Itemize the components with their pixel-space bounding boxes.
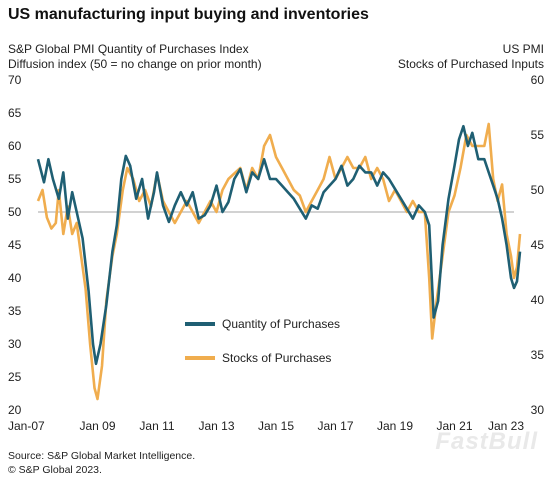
y-right-tick-label: 60 (531, 73, 545, 87)
y-left-tick-label: 45 (8, 238, 22, 252)
source-note: Source: S&P Global Market Intelligence. (8, 450, 196, 462)
y-right-tick-label: 55 (531, 128, 545, 142)
x-tick-label: Jan 23 (488, 419, 524, 433)
series-line-quantity-of-purchases (36, 124, 522, 366)
x-tick-label: Jan 15 (258, 419, 294, 433)
y-left-tick-label: 65 (8, 106, 22, 120)
y-left-tick-label: 40 (8, 271, 22, 285)
left-axis-subtitle: Diffusion index (50 = no change on prior… (8, 57, 262, 71)
right-axis-subtitle: Stocks of Purchased Inputs (397, 57, 544, 71)
x-tick-label: Jan 09 (79, 419, 115, 433)
x-tick-label: Jan 13 (198, 419, 234, 433)
y-left-tick-label: 60 (8, 139, 22, 153)
y-right-tick-label: 35 (531, 348, 545, 362)
series-layer (36, 122, 522, 401)
x-tick-label: Jan-07 (8, 419, 45, 433)
x-tick-label: Jan 17 (317, 419, 353, 433)
y-right-tick-label: 40 (531, 293, 545, 307)
y-right-tick-label: 45 (531, 238, 545, 252)
y-left-tick-label: 20 (8, 403, 22, 417)
axes-layer: 20 25 30 35 40 45 50 55 60 65 70 30 35 40 45 50 55 60 Jan-… (8, 73, 544, 433)
y-right-tick-label: 50 (531, 183, 545, 197)
copyright-note: © S&P Global 2023. (8, 464, 102, 476)
watermark-logo: FastBull (435, 428, 538, 455)
y-right-tick-label: 30 (531, 403, 545, 417)
y-left-tick-label: 50 (8, 205, 22, 219)
y-left-tick-label: 35 (8, 304, 22, 318)
legend-item-quantity-of-purchases-label: Quantity of Purchases (222, 317, 340, 331)
x-tick-label: Jan 11 (139, 419, 174, 433)
y-left-tick-label: 25 (8, 370, 22, 384)
x-tick-label: Jan 19 (377, 419, 413, 433)
right-axis-title: US PMI (502, 42, 544, 56)
series-line-stocks-of-purchases (36, 122, 522, 401)
y-left-tick-label: 70 (8, 73, 22, 87)
legend-item-stocks-of-purchases-label: Stocks of Purchases (222, 351, 331, 365)
y-left-tick-label: 30 (8, 337, 22, 351)
y-left-tick-label: 55 (8, 172, 22, 186)
legend: Quantity of Purchases Stocks of Purchases (185, 317, 340, 365)
left-axis-title: S&P Global PMI Quantity of Purchases Ind… (8, 42, 249, 56)
x-tick-label: Jan 21 (436, 419, 472, 433)
chart-title: US manufacturing input buying and invent… (8, 6, 369, 23)
